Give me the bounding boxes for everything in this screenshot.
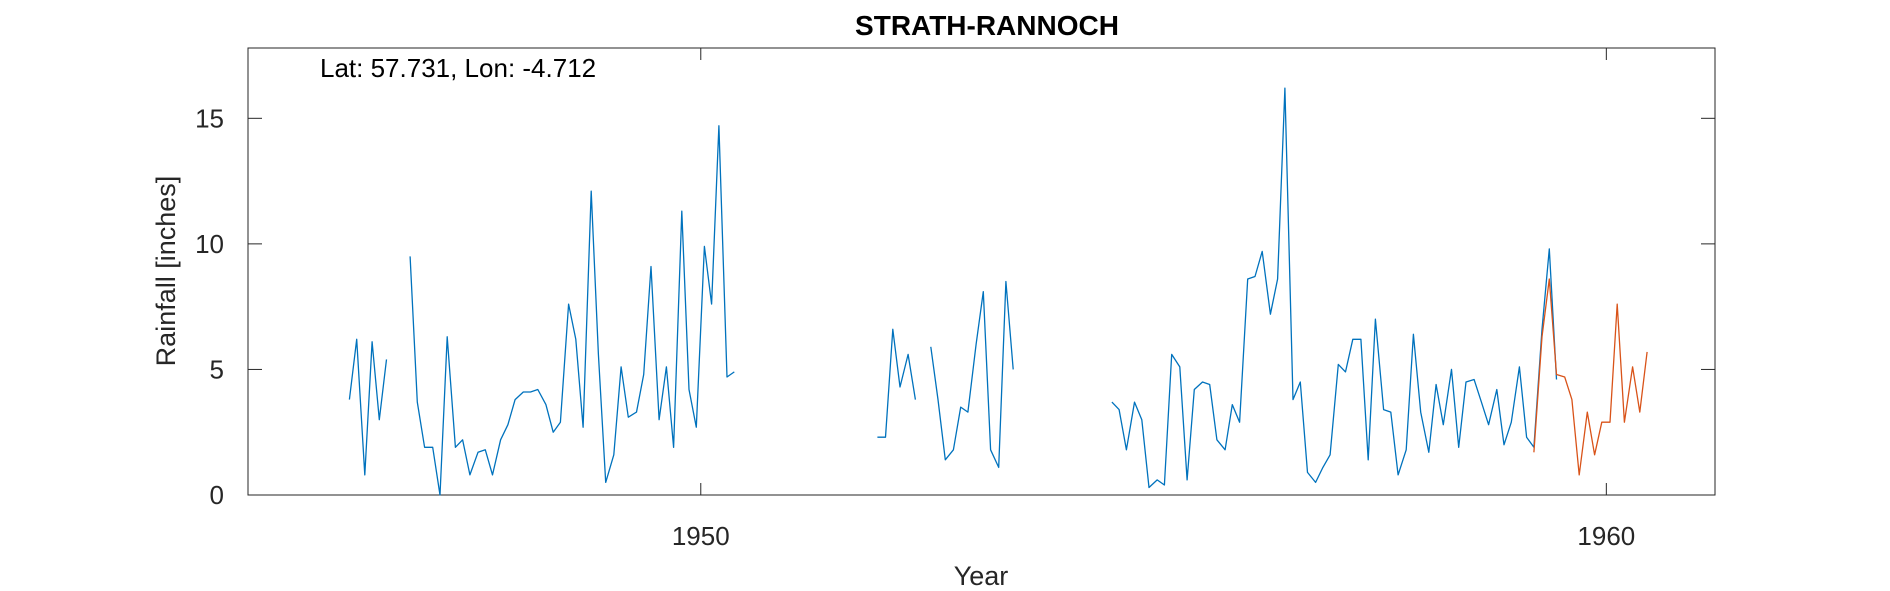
series-0-segment-4 [1111,87,1558,489]
series-layer [348,87,1648,496]
y-axis-ticks: 0 5 10 15 [195,103,1715,510]
y-tick-label-15: 15 [195,103,224,133]
y-axis-label: Rainfall [inches] [151,176,181,367]
x-axis-ticks: 1950 1960 [672,48,1635,551]
series-0-segment-3 [930,280,1014,469]
y-tick-label-0: 0 [210,480,224,510]
series-0-segment-0 [348,338,388,476]
y-tick-label-10: 10 [195,229,224,259]
plot-area-frame [247,47,1716,496]
series-0-segment-1 [409,125,735,496]
series-1-segment-0 [1533,278,1648,476]
y-tick-label-5: 5 [210,354,224,384]
x-axis-label: Year [954,561,1009,591]
x-tick-label-1950: 1950 [672,521,730,551]
location-annotation: Lat: 57.731, Lon: -4.712 [320,53,596,83]
series-0-segment-2 [877,328,917,438]
x-tick-label-1960: 1960 [1577,521,1635,551]
chart-title: STRATH-RANNOCH [855,10,1119,41]
